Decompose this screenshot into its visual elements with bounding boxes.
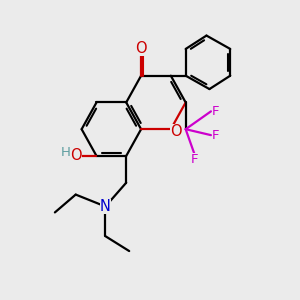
Text: F: F (212, 129, 220, 142)
Text: F: F (191, 153, 198, 166)
Text: N: N (100, 199, 111, 214)
Text: F: F (212, 105, 220, 118)
Text: O: O (70, 148, 82, 164)
Text: O: O (170, 124, 182, 139)
Text: O: O (135, 41, 147, 56)
Text: H: H (61, 146, 71, 159)
